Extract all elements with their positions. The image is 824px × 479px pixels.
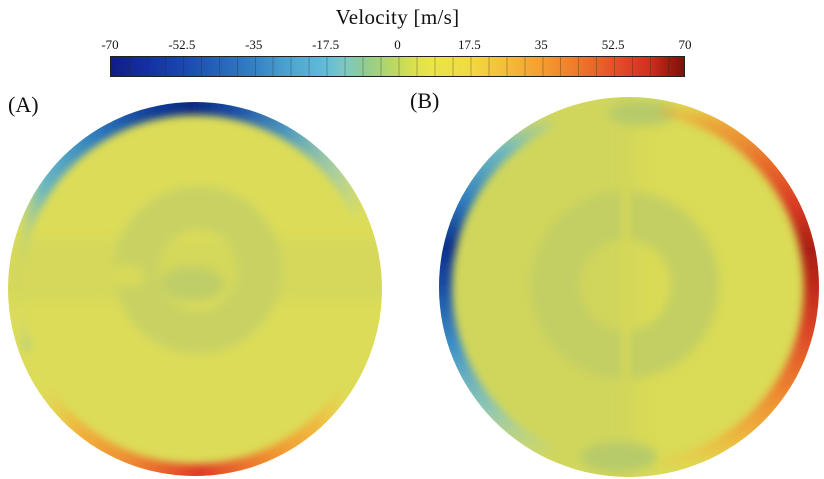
panel-a-label: (A) [8,92,39,117]
colorbar-title: Velocity [m/s] [335,5,460,29]
colorbar [110,56,685,77]
contour-plot-b [439,97,819,477]
colorbar-gradient [111,57,684,76]
panel-b-label: (B) [410,88,440,113]
contour-a-positive-rim [31,389,359,476]
contour-b-top-blob [608,100,676,126]
contour-b-bottom-blob [581,442,657,472]
colorbar-tick-label: -17.5 [312,37,340,52]
colorbar-tick-label: -70 [101,37,119,52]
colorbar-tick-label: 35 [534,37,548,52]
colorbar-tick-label: 0 [394,37,401,52]
colorbar-tick-label: 70 [678,37,692,52]
colorbar-tick-label: -52.5 [168,37,196,52]
contour-plot-a [8,102,382,476]
contour-b-negative-rim [439,103,555,471]
contour-b-positive-rim [659,97,819,477]
colorbar-tick-label: -35 [245,37,263,52]
contour-a-core-blob [160,267,224,301]
colorbar-segment-dividers [111,57,684,76]
colorbar-tick-label: 17.5 [458,37,481,52]
contour-a-negative-rim [8,102,377,358]
contour-b-vertical-split [621,185,631,385]
contour-a-ring-gap [106,264,146,288]
colorbar-tick-label: 52.5 [601,37,625,52]
colorbar-tick-labels: -70 -52.5 -35 -17.5 0 17.5 35 52.5 70 [101,37,691,53]
